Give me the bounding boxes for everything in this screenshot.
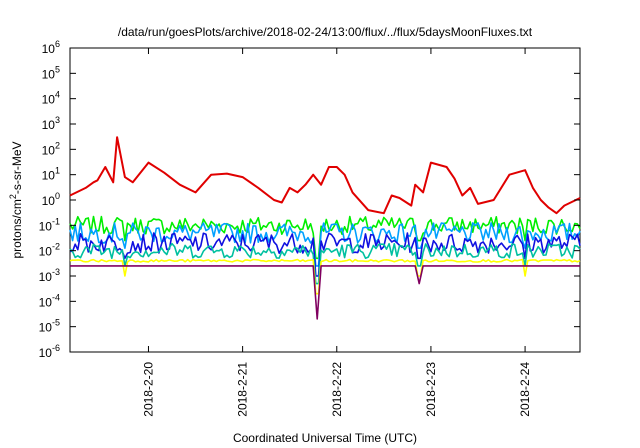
y-tick-label: 106 [42,39,60,56]
y-tick-label: 10-3 [39,267,60,284]
y-tick-label: 102 [42,140,60,157]
y-tick-label: 100 [42,191,60,208]
y-tick-label: 10-6 [39,343,60,360]
y-tick-label: 10-2 [39,242,60,259]
x-tick-label: 2018-2-21 [236,362,250,417]
x-tick-label: 2018-2-24 [518,362,532,417]
plot-area [69,47,581,353]
y-tick-label: 10-1 [39,216,60,233]
chart-title: /data/run/goesPlots/archive/2018-02-24/1… [118,25,533,39]
y-tick-label: 105 [42,64,60,81]
y-tick-label: 10-4 [39,292,60,309]
y-axis-label: protons/cm2-s-sr-MeV [8,141,24,258]
series-line [70,265,580,320]
series-line [69,136,581,215]
y-tick-label: 10-5 [39,318,60,335]
series-layer [69,136,581,320]
x-tick-label: 2018-2-22 [330,362,344,417]
y-tick-label: 103 [42,115,60,132]
series-line [69,258,581,295]
y-tick-label: 104 [42,90,60,107]
x-tick-label: 2018-2-23 [424,362,438,417]
series-line [69,242,581,285]
y-axis-ticks: 10-6 10-5 10-4 10-3 10-2 10-1 100 101 102 103 104 1… [39,39,580,360]
x-axis-label: Coordinated Universal Time (UTC) [233,431,417,445]
x-axis-ticks: 2018-2-20 2018-2-21 2018-2-22 2018-2-23 2018… [141,48,532,417]
x-tick-label: 2018-2-20 [141,362,155,417]
y-tick-label: 101 [42,166,60,183]
